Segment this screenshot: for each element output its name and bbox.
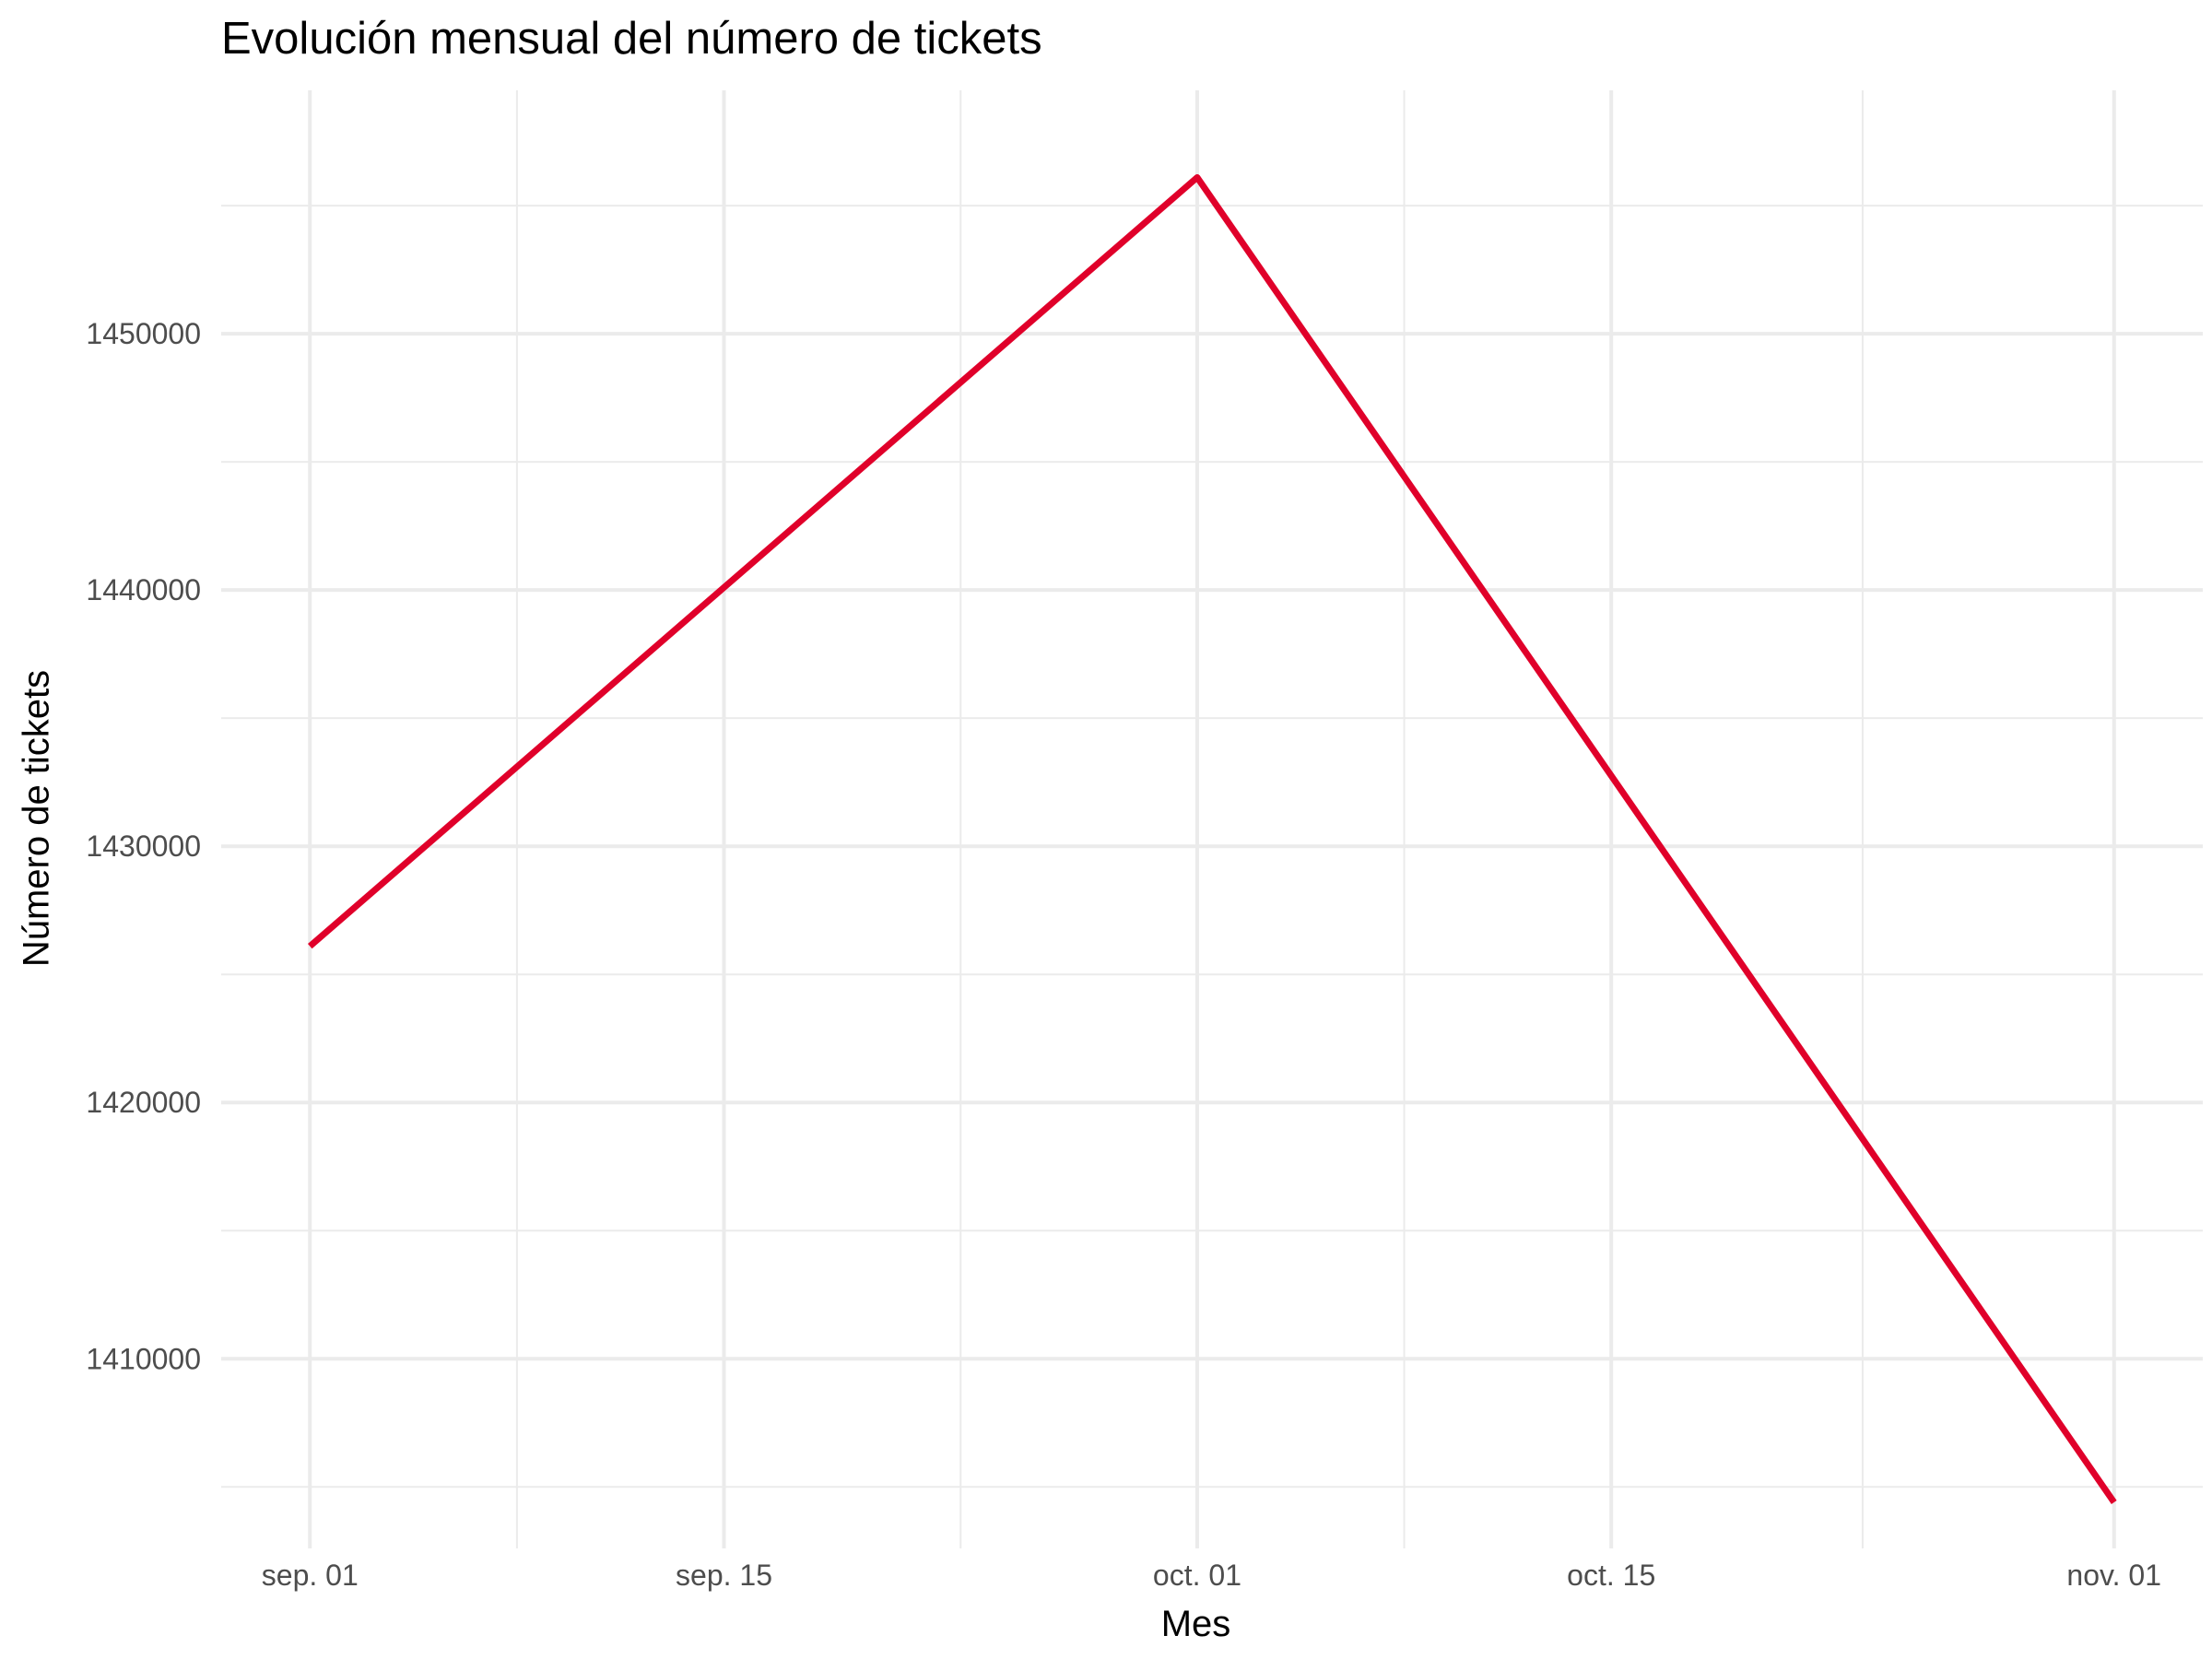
x-tick-label: oct. 15: [1567, 1559, 1655, 1592]
series-layer: [307, 174, 2117, 1504]
x-tick-label: sep. 15: [676, 1559, 772, 1592]
minor-gridlines: [221, 90, 2203, 1548]
y-tick-label: 1440000: [86, 573, 201, 606]
series-line: [307, 174, 2117, 1504]
y-tick-label: 1430000: [86, 830, 201, 863]
x-tick-label: oct. 01: [1153, 1559, 1241, 1592]
y-tick-label: 1450000: [86, 317, 201, 350]
x-tick-label: nov. 01: [2066, 1559, 2161, 1592]
major-gridlines: [221, 90, 2203, 1548]
chart-title: Evolución mensual del número de tickets: [221, 14, 1042, 64]
x-axis-ticks: sep. 01 sep. 15 oct. 01 oct. 15 nov. 01: [262, 1559, 2161, 1592]
y-tick-label: 1420000: [86, 1086, 201, 1119]
x-axis-label: Mes: [1160, 1604, 1231, 1644]
y-axis-ticks: 1410000 1420000 1430000 1440000 1450000: [86, 317, 201, 1375]
y-tick-label: 1410000: [86, 1342, 201, 1375]
x-tick-label: sep. 01: [262, 1559, 359, 1592]
